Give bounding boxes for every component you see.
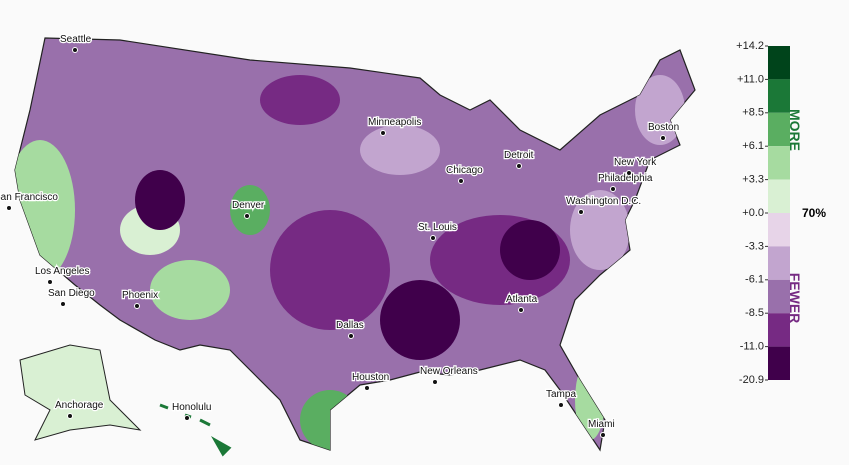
legend-tick-label: -8.5 bbox=[745, 307, 764, 319]
city-label: Seattle bbox=[60, 34, 92, 45]
city-labels: Seattle San Francisco Los Angeles San Diego… bbox=[0, 33, 680, 438]
legend-swatch bbox=[768, 179, 790, 213]
city-dot bbox=[578, 209, 584, 215]
city-label: Honolulu bbox=[172, 402, 211, 413]
us-map bbox=[14, 37, 696, 457]
legend-tick-label: +6.1 bbox=[742, 140, 764, 152]
legend-swatch bbox=[768, 213, 790, 247]
city-label: New York bbox=[614, 157, 657, 168]
city-label: Houston bbox=[352, 372, 389, 383]
legend-tick-label: +8.5 bbox=[742, 107, 764, 119]
legend-center-label: 70% bbox=[802, 206, 826, 220]
legend-swatch bbox=[768, 246, 790, 280]
city-dot bbox=[348, 333, 354, 339]
city-dot bbox=[184, 415, 190, 421]
legend-tick-label: -3.3 bbox=[745, 240, 764, 252]
city-label: New Orleans bbox=[420, 366, 478, 377]
city-label: San Diego bbox=[48, 288, 95, 299]
city-label: Chicago bbox=[446, 165, 483, 176]
legend-tick-label: +3.3 bbox=[742, 174, 764, 186]
legend-swatch bbox=[768, 279, 790, 314]
city-dot bbox=[518, 307, 524, 313]
legend-swatch bbox=[768, 112, 790, 147]
city-dot bbox=[72, 47, 78, 53]
legend-swatch bbox=[768, 79, 790, 113]
city-label: Atlanta bbox=[506, 294, 538, 305]
city-dot bbox=[67, 413, 73, 419]
city-label: Denver bbox=[232, 200, 265, 211]
legend-tick-label: +14.2 bbox=[736, 40, 764, 52]
city-dot bbox=[610, 186, 616, 192]
city-dot bbox=[626, 170, 632, 176]
legend-tick-label: -6.1 bbox=[745, 274, 764, 286]
city-label: San Francisco bbox=[0, 192, 58, 203]
legend-tick-label: -11.0 bbox=[740, 341, 764, 353]
city-label: Detroit bbox=[504, 150, 534, 161]
city-label: Philadelphia bbox=[598, 173, 653, 184]
city-dot bbox=[600, 432, 606, 438]
legend-fewer-label: FEWER bbox=[787, 273, 803, 324]
legend-more-label: MORE bbox=[787, 109, 803, 151]
city-dot bbox=[244, 213, 250, 219]
city-label: Tampa bbox=[546, 389, 576, 400]
city-label: Washington D.C. bbox=[566, 196, 641, 207]
city-dot bbox=[6, 205, 12, 211]
city-dot bbox=[558, 402, 564, 408]
city-label: Anchorage bbox=[55, 400, 104, 411]
legend-tick-label: +0.0 bbox=[742, 207, 764, 219]
city-label: Miami bbox=[588, 419, 615, 430]
legend-swatch bbox=[768, 46, 790, 80]
city-dot bbox=[134, 303, 140, 309]
legend: +14.2 +11.0 +8.5 +6.1 +3.3 +0.0 -3.3 -6.1 -8.5 -1… bbox=[736, 40, 826, 386]
city-dot bbox=[47, 279, 53, 285]
city-label: Minneapolis bbox=[368, 117, 421, 128]
city-dot bbox=[380, 130, 386, 136]
legend-swatch bbox=[768, 146, 790, 180]
city-dot bbox=[60, 301, 66, 307]
legend-tick-label: -20.9 bbox=[739, 374, 764, 386]
legend-swatch bbox=[768, 346, 790, 380]
city-label: Boston bbox=[648, 122, 679, 133]
city-dot bbox=[458, 178, 464, 184]
city-label: Phoenix bbox=[122, 290, 158, 301]
city-dot bbox=[516, 163, 522, 169]
city-label: Dallas bbox=[336, 320, 364, 331]
city-label: Los Angeles bbox=[35, 266, 90, 277]
legend-swatch bbox=[768, 313, 790, 347]
legend-tick-label: +11.0 bbox=[737, 73, 764, 85]
city-label: St. Louis bbox=[418, 222, 457, 233]
city-dot bbox=[660, 135, 666, 141]
city-dot bbox=[430, 235, 436, 241]
city-dot bbox=[364, 385, 370, 391]
city-dot bbox=[432, 379, 438, 385]
